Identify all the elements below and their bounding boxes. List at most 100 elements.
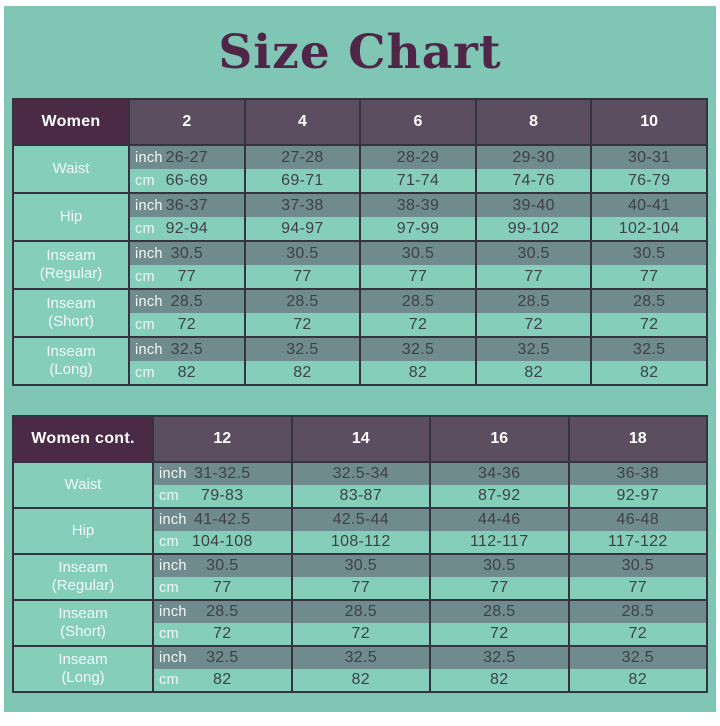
value-cell: 82 — [359, 361, 475, 384]
value-cell: 32.5 — [567, 647, 707, 669]
group-subrows: inch 30.5 30.5 30.5 30.5 cm 77 77 77 77 — [152, 555, 706, 599]
unit-label-cm: cm — [135, 172, 155, 189]
value-cell: 82 — [567, 669, 707, 691]
value-cell: inch 30.5 — [128, 242, 244, 265]
value-cell: cm 92-94 — [128, 217, 244, 240]
group-subrows: inch 36-37 37-38 38-39 39-40 40-41 cm 92… — [128, 194, 706, 240]
row-label: Inseam (Short) — [14, 290, 128, 336]
value-cell: 108-112 — [290, 531, 430, 553]
value-cell: 69-71 — [243, 169, 360, 192]
value-cell: 71-74 — [359, 169, 475, 192]
value-cell: 28.5 — [290, 601, 430, 623]
row-label: Waist — [14, 463, 152, 507]
size-header: 4 — [243, 100, 360, 144]
value-cell: 30.5 — [243, 242, 360, 265]
value-cell: cm 77 — [152, 577, 291, 599]
row-label-line1: Waist — [52, 160, 90, 177]
value-text: 36-37 — [165, 196, 208, 214]
unit-label-inch: inch — [135, 341, 163, 358]
size-table-women: Women 2 4 6 8 10 Waist inch 26-27 27-28 … — [12, 98, 708, 386]
value-cell: 42.5-44 — [290, 509, 430, 531]
value-cell: 72 — [474, 313, 591, 336]
measurement-group-waist: Waist inch 26-27 27-28 28-29 29-30 30-31 — [14, 144, 706, 192]
value-cell: 29-30 — [474, 146, 591, 169]
value-cell: 44-46 — [429, 509, 568, 531]
value-cell: 28.5 — [590, 290, 706, 313]
value-cell: 102-104 — [590, 217, 706, 240]
inch-row: inch 41-42.5 42.5-44 44-46 46-48 — [152, 509, 706, 531]
unit-label-cm: cm — [159, 534, 179, 550]
group-subrows: inch 26-27 27-28 28-29 29-30 30-31 cm 66… — [128, 146, 706, 192]
unit-label-inch: inch — [159, 558, 187, 574]
measurement-group-inseam-short: Inseam (Short) inch 28.5 28.5 28.5 28.5 … — [14, 288, 706, 336]
measurement-group-waist: Waist inch 31-32.5 32.5-34 34-36 36-38 c… — [14, 461, 706, 507]
row-label: Hip — [14, 194, 128, 240]
group-subrows: inch 28.5 28.5 28.5 28.5 cm 72 72 72 72 — [152, 601, 706, 645]
value-cell: 76-79 — [590, 169, 706, 192]
value-cell: 92-97 — [567, 485, 707, 507]
value-cell: 30-31 — [590, 146, 706, 169]
value-cell: 37-38 — [243, 194, 360, 217]
inch-row: inch 32.5 32.5 32.5 32.5 — [152, 647, 706, 669]
value-cell: 117-122 — [567, 531, 707, 553]
size-header: 12 — [152, 417, 291, 461]
value-text: 30.5 — [170, 244, 203, 262]
row-label: Inseam (Short) — [14, 601, 152, 645]
cm-row: cm 79-83 83-87 87-92 92-97 — [152, 485, 706, 507]
row-label-line1: Inseam — [58, 651, 108, 668]
value-cell: 28.5 — [359, 290, 475, 313]
measurement-group-inseam-short: Inseam (Short) inch 28.5 28.5 28.5 28.5 … — [14, 599, 706, 645]
value-cell: inch 41-42.5 — [152, 509, 291, 531]
size-header: 10 — [590, 100, 706, 144]
value-cell: 40-41 — [590, 194, 706, 217]
value-cell: 72 — [290, 623, 430, 645]
value-text: 31-32.5 — [194, 465, 251, 482]
group-subrows: inch 30.5 30.5 30.5 30.5 30.5 cm 77 77 7… — [128, 242, 706, 288]
group-subrows: inch 32.5 32.5 32.5 32.5 32.5 cm 82 82 8… — [128, 338, 706, 384]
value-cell: 28.5 — [567, 601, 707, 623]
row-label-line1: Inseam — [58, 605, 108, 622]
value-cell: 28.5 — [474, 290, 591, 313]
row-label-line2: (Regular) — [51, 577, 115, 594]
unit-label-inch: inch — [135, 149, 163, 166]
value-cell: 30.5 — [590, 242, 706, 265]
value-cell: 30.5 — [567, 555, 707, 577]
measurement-group-hip: Hip inch 41-42.5 42.5-44 44-46 46-48 cm — [14, 507, 706, 553]
page-title: Size Chart — [218, 24, 502, 80]
unit-label-inch: inch — [135, 245, 163, 262]
cm-row: cm 82 82 82 82 82 — [128, 361, 706, 384]
cm-row: cm 72 72 72 72 — [152, 623, 706, 645]
unit-label-cm: cm — [135, 316, 155, 333]
unit-label-cm: cm — [159, 488, 179, 504]
unit-label-inch: inch — [159, 512, 187, 528]
unit-label-cm: cm — [159, 626, 179, 642]
cm-row: cm 72 72 72 72 72 — [128, 313, 706, 336]
value-cell: inch 32.5 — [152, 647, 291, 669]
size-header: 16 — [429, 417, 568, 461]
value-cell: 94-97 — [243, 217, 360, 240]
value-cell: 112-117 — [429, 531, 568, 553]
inch-row: inch 31-32.5 32.5-34 34-36 36-38 — [152, 463, 706, 485]
inch-row: inch 32.5 32.5 32.5 32.5 32.5 — [128, 338, 706, 361]
value-cell: 32.5 — [590, 338, 706, 361]
value-cell: 72 — [359, 313, 475, 336]
table-header-label: Women cont. — [14, 417, 152, 461]
group-subrows: inch 32.5 32.5 32.5 32.5 cm 82 82 82 82 — [152, 647, 706, 691]
unit-label-inch: inch — [135, 197, 163, 214]
value-text: 77 — [213, 579, 232, 596]
value-text: 72 — [213, 625, 232, 642]
unit-label-inch: inch — [159, 466, 187, 482]
size-header: 6 — [359, 100, 475, 144]
cm-row: cm 77 77 77 77 77 — [128, 265, 706, 288]
value-text: 66-69 — [165, 171, 208, 189]
unit-label-cm: cm — [159, 672, 179, 688]
value-cell: 74-76 — [474, 169, 591, 192]
row-label-line2: (Long) — [61, 669, 105, 686]
value-cell: cm 82 — [152, 669, 291, 691]
value-cell: 46-48 — [567, 509, 707, 531]
unit-label-cm: cm — [159, 580, 179, 596]
value-text: 82 — [213, 671, 232, 688]
size-header: 2 — [128, 100, 244, 144]
value-cell: 32.5 — [474, 338, 591, 361]
unit-label-inch: inch — [135, 293, 163, 310]
